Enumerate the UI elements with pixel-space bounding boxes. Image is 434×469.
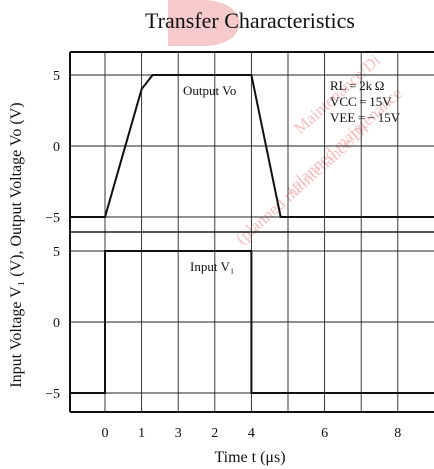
- output-series-label: Output Vo: [183, 83, 236, 98]
- condition-rl: RL = 2k Ω: [330, 78, 384, 93]
- y-tick-label: 0: [53, 316, 60, 331]
- x-axis-label: Time t (μs): [214, 449, 285, 466]
- x-tick-label: 4: [248, 426, 255, 441]
- condition-vee: VEE = − 15V: [330, 110, 401, 125]
- plot-area-input: 5 0 −5 0 1 3 2 4 6 8: [45, 231, 434, 441]
- x-tick-label: 2: [211, 426, 218, 441]
- y-tick-label: 5: [53, 69, 60, 84]
- watermark-logo: [168, 0, 240, 46]
- y-tick-label: −5: [45, 211, 60, 226]
- output-series-line: [70, 74, 434, 218]
- chart-title: Transfer Characteristics: [145, 8, 355, 33]
- x-tick-label: 1: [138, 426, 145, 441]
- y-tick-label: −5: [45, 387, 60, 402]
- x-tick-label: 0: [102, 426, 109, 441]
- x-tick-label: 8: [394, 426, 401, 441]
- input-series-line: [70, 250, 434, 394]
- y-tick-label: 0: [53, 140, 60, 155]
- conditions-legend: RL = 2k Ω VCC = 15V VEE = − 15V: [330, 78, 401, 125]
- input-series-label: Input V₁: [190, 259, 234, 274]
- x-tick-label: 3: [175, 426, 182, 441]
- y-axis-label: Input Voltage V₁ (V), Output Voltage Vo …: [8, 102, 25, 387]
- y-tick-label: 5: [53, 245, 60, 260]
- condition-vcc: VCC = 15V: [330, 94, 392, 109]
- x-tick-label: 6: [321, 426, 328, 441]
